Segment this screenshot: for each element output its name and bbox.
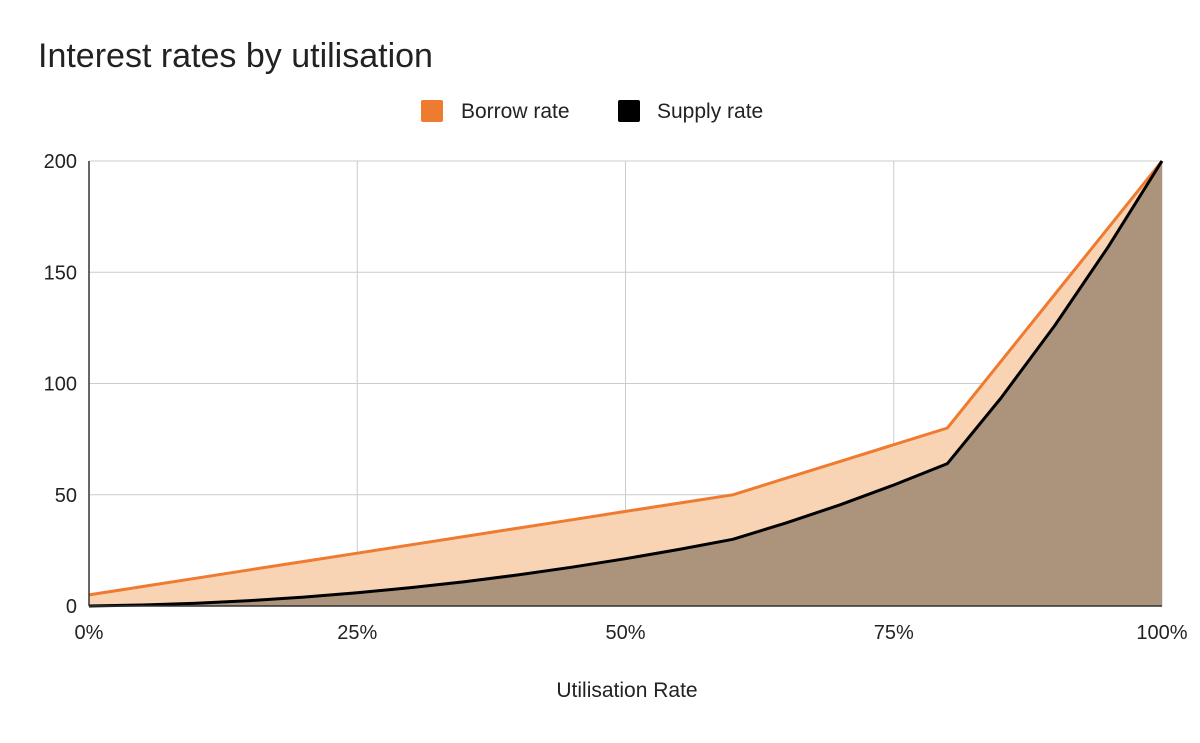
- y-tick-labels: 0 50 100 150 200: [44, 151, 77, 618]
- x-axis-title: Utilisation Rate: [556, 679, 697, 702]
- legend-label-borrow: Borrow rate: [461, 100, 570, 123]
- x-tick-label: 75%: [874, 622, 914, 644]
- x-tick-label: 0%: [75, 622, 104, 644]
- legend-swatch-supply: [618, 100, 640, 122]
- line-borrow-rate: [88, 160, 1164, 597]
- y-tick-label: 200: [44, 151, 77, 173]
- x-tick-labels: 0% 25% 50% 75% 100%: [75, 622, 1188, 644]
- y-tick-label: 0: [66, 596, 77, 618]
- line-supply-rate: [88, 160, 1164, 608]
- y-tick-label: 100: [44, 374, 77, 396]
- areas: [89, 161, 1162, 606]
- area-supply-rate: [89, 161, 1162, 606]
- x-tick-label: 50%: [605, 622, 645, 644]
- x-tick-label: 100%: [1136, 622, 1187, 644]
- series-lines: [88, 160, 1164, 608]
- axes: [88, 161, 1162, 607]
- y-tick-label: 150: [44, 262, 77, 284]
- chart-title: Interest rates by utilisation: [38, 37, 433, 75]
- legend-swatch-borrow: [421, 100, 443, 122]
- legend-label-supply: Supply rate: [657, 100, 763, 123]
- legend: Borrow rate Supply rate: [421, 100, 763, 123]
- y-tick-label: 50: [55, 485, 77, 507]
- x-tick-label: 25%: [337, 622, 377, 644]
